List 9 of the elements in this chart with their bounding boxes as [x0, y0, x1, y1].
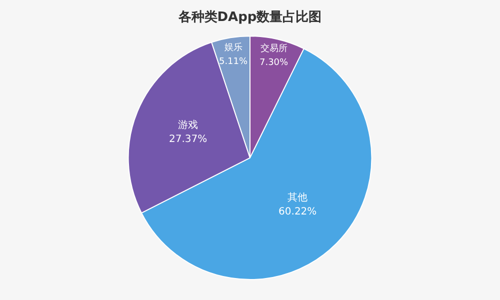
- slice-label: 娱乐: [224, 42, 242, 53]
- slice-label: 交易所: [260, 43, 288, 54]
- chart-title: 各种类DApp数量占比图: [177, 10, 322, 26]
- data-label: 5.11%: [218, 56, 248, 67]
- slice-label: 其他: [288, 191, 308, 204]
- data-label: 27.37%: [169, 134, 208, 145]
- data-label: 60.22%: [278, 206, 317, 218]
- data-label: 7.30%: [259, 58, 289, 68]
- slice-label: 游戏: [178, 118, 198, 131]
